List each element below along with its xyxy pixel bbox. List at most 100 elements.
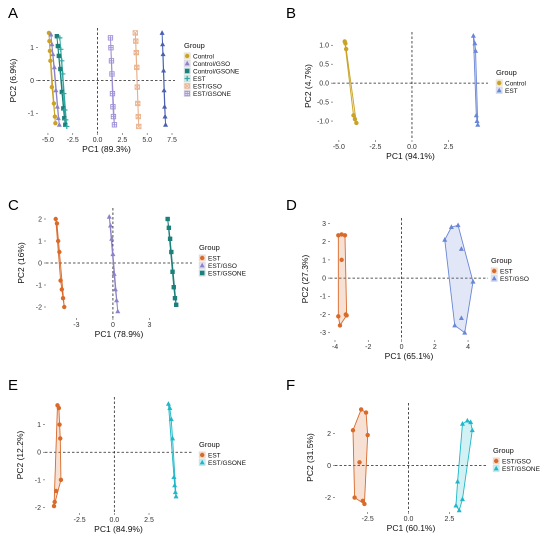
data-point [134, 84, 140, 90]
data-point [109, 90, 116, 97]
data-point [56, 53, 62, 59]
legend-label: EST/GSONE [193, 91, 232, 98]
group-hull [108, 216, 119, 312]
data-point [51, 503, 57, 509]
data-point [455, 478, 461, 484]
group-hull [167, 218, 177, 305]
data-point [161, 87, 167, 93]
data-point [455, 222, 461, 228]
x-tick-label: 7.5 [167, 137, 177, 144]
x-tick-label: 0 [400, 344, 404, 351]
data-point [362, 501, 367, 507]
panel-letter: A [8, 5, 18, 22]
y-tick-label: 3 [322, 221, 326, 228]
data-point [52, 114, 58, 119]
x-tick-label: -2.5 [362, 516, 374, 523]
data-point [53, 216, 58, 222]
data-point [165, 401, 171, 406]
x-tick-label: -2.5 [369, 144, 381, 151]
data-point [57, 249, 62, 255]
x-axis-label: PC1 (78.9%) [95, 329, 144, 339]
data-point [160, 51, 166, 57]
legend-title: Group [199, 440, 220, 449]
x-tick-label: -5.0 [42, 137, 54, 144]
y-tick-label: 0 [37, 450, 41, 457]
legend-marker [185, 68, 190, 74]
data-point [167, 236, 173, 241]
data-point [56, 121, 62, 127]
data-point [165, 216, 170, 222]
data-point [48, 31, 54, 37]
data-point [172, 296, 178, 301]
data-point [163, 121, 169, 127]
y-tick-label: 0 [30, 78, 34, 85]
chart-panel-f: F -2.5 0.0 2.5 -2 0 2 PC1 (60.1%) PC2 (31.5%) Gro… [286, 377, 541, 533]
legend-label: EST [500, 268, 513, 275]
x-axis-label: PC1 (94.1%) [386, 151, 435, 161]
data-point [170, 269, 175, 274]
data-point [107, 222, 113, 228]
y-tick-label: 0 [327, 463, 331, 470]
x-tick-label: -5.0 [333, 144, 345, 151]
legend-marker [184, 90, 190, 97]
data-point [110, 113, 117, 120]
data-point [63, 117, 69, 123]
y-tick-label: 0.0 [319, 81, 329, 88]
data-point [109, 71, 115, 77]
data-point [112, 286, 118, 292]
data-point [50, 51, 56, 57]
x-tick-label: -2.5 [74, 517, 86, 524]
data-point [458, 246, 464, 251]
legend-title: Group [491, 256, 512, 265]
data-point [365, 432, 370, 438]
data-point [64, 123, 70, 130]
legend-label: EST/GSO [502, 458, 531, 465]
data-point [59, 287, 65, 292]
data-point [475, 122, 481, 127]
y-tick-label: 1.0 [319, 43, 329, 50]
data-point [54, 103, 60, 109]
data-point [58, 477, 64, 483]
legend-label: EST/GSO [193, 83, 222, 90]
data-point [57, 35, 63, 41]
data-point [111, 122, 118, 128]
data-point [166, 225, 172, 230]
y-tick-label: -2 [325, 495, 331, 502]
data-point [52, 499, 57, 505]
legend-marker [184, 75, 190, 82]
y-tick-label: 2 [327, 431, 331, 438]
legend-label: Control [505, 80, 527, 87]
data-point [161, 67, 167, 73]
group-hull [134, 32, 140, 127]
panel-letter: E [8, 377, 18, 394]
x-tick-label: 3 [147, 322, 151, 329]
x-tick-label: 2.5 [144, 517, 154, 524]
x-axis-label: PC1 (65.1%) [385, 351, 434, 361]
x-tick-label: 2.5 [445, 516, 455, 523]
data-point [358, 407, 364, 412]
data-point [351, 113, 356, 118]
data-point [110, 104, 116, 110]
data-point [168, 416, 174, 421]
data-point [470, 278, 476, 284]
group-hull [110, 37, 115, 125]
data-point [49, 84, 55, 90]
x-tick-label: -3 [73, 322, 79, 329]
data-point [453, 502, 459, 508]
y-tick-label: 2 [38, 216, 42, 223]
y-tick-label: -1 [36, 282, 42, 289]
data-point [62, 107, 68, 113]
x-tick-label: 0.0 [93, 137, 103, 144]
x-tick-label: 2.5 [118, 137, 128, 144]
panel-letter: F [286, 377, 295, 394]
data-point [54, 34, 60, 39]
legend-marker [185, 53, 190, 59]
data-point [62, 304, 67, 310]
data-point [452, 322, 458, 328]
legend-marker [200, 452, 205, 458]
legend-marker [199, 459, 205, 465]
data-point [336, 233, 341, 238]
